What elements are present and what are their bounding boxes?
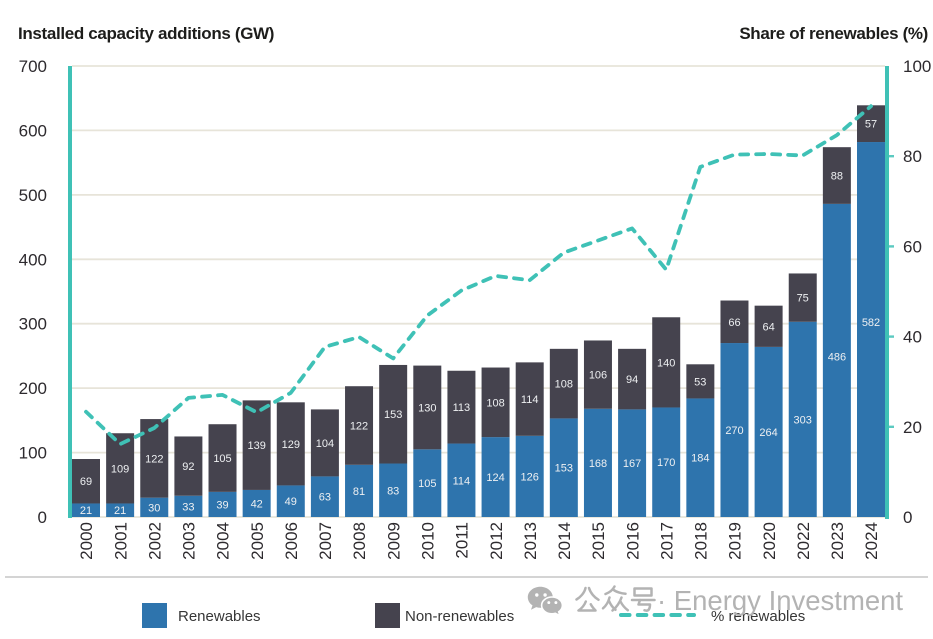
svg-text:92: 92 xyxy=(182,461,194,473)
svg-text:2022: 2022 xyxy=(794,522,813,560)
svg-text:Share of renewables (%): Share of renewables (%) xyxy=(739,24,928,43)
svg-text:100: 100 xyxy=(19,444,47,463)
svg-text:129: 129 xyxy=(282,439,300,451)
svg-text:2011: 2011 xyxy=(453,522,472,559)
svg-text:104: 104 xyxy=(316,438,334,450)
svg-text:2006: 2006 xyxy=(282,522,301,560)
svg-text:0: 0 xyxy=(903,508,912,527)
svg-text:2015: 2015 xyxy=(589,522,608,560)
svg-text:264: 264 xyxy=(759,427,777,439)
svg-text:600: 600 xyxy=(19,121,47,140)
svg-text:2008: 2008 xyxy=(350,522,369,560)
svg-text:63: 63 xyxy=(319,492,331,504)
svg-text:69: 69 xyxy=(80,476,92,488)
svg-text:53: 53 xyxy=(694,376,706,388)
svg-text:168: 168 xyxy=(589,458,607,470)
svg-text:2010: 2010 xyxy=(419,522,438,560)
svg-text:140: 140 xyxy=(657,357,675,369)
svg-text:300: 300 xyxy=(19,315,47,334)
svg-text:2019: 2019 xyxy=(726,522,745,560)
svg-text:184: 184 xyxy=(691,453,709,465)
svg-text:57: 57 xyxy=(865,119,877,131)
svg-text:2013: 2013 xyxy=(521,522,540,560)
svg-text:124: 124 xyxy=(486,472,504,484)
svg-text:2005: 2005 xyxy=(248,522,267,560)
svg-text:2012: 2012 xyxy=(487,522,506,560)
svg-text:105: 105 xyxy=(418,478,436,490)
svg-text:167: 167 xyxy=(623,458,641,470)
svg-text:114: 114 xyxy=(521,394,539,406)
svg-text:66: 66 xyxy=(728,317,740,329)
svg-text:% renewables: % renewables xyxy=(711,608,805,625)
svg-text:139: 139 xyxy=(248,440,266,452)
svg-text:2016: 2016 xyxy=(623,522,642,560)
svg-text:Installed capacity additions (: Installed capacity additions (GW) xyxy=(18,24,274,43)
svg-text:270: 270 xyxy=(725,425,743,437)
svg-text:126: 126 xyxy=(521,471,539,483)
svg-text:20: 20 xyxy=(903,418,922,437)
svg-text:100: 100 xyxy=(903,57,931,76)
svg-text:170: 170 xyxy=(657,457,675,469)
svg-text:2014: 2014 xyxy=(555,522,574,560)
svg-text:108: 108 xyxy=(555,379,573,391)
svg-text:· Energy Investment: · Energy Investment xyxy=(657,585,903,616)
svg-text:122: 122 xyxy=(350,421,368,433)
svg-text:114: 114 xyxy=(453,475,471,487)
svg-text:582: 582 xyxy=(862,317,880,329)
svg-text:108: 108 xyxy=(486,397,504,409)
svg-text:109: 109 xyxy=(111,463,129,475)
svg-text:2018: 2018 xyxy=(692,522,711,560)
svg-text:200: 200 xyxy=(19,379,47,398)
svg-text:2003: 2003 xyxy=(180,522,199,560)
svg-text:0: 0 xyxy=(38,508,47,527)
svg-text:94: 94 xyxy=(626,374,638,386)
svg-text:2020: 2020 xyxy=(760,522,779,560)
svg-text:81: 81 xyxy=(353,486,365,498)
svg-text:700: 700 xyxy=(19,57,47,76)
svg-text:113: 113 xyxy=(453,402,471,414)
svg-text:Non-renewables: Non-renewables xyxy=(405,608,514,625)
svg-text:400: 400 xyxy=(19,250,47,269)
svg-text:42: 42 xyxy=(251,499,263,511)
svg-text:2023: 2023 xyxy=(828,522,847,560)
svg-text:130: 130 xyxy=(418,403,436,415)
svg-text:153: 153 xyxy=(555,463,573,475)
svg-text:500: 500 xyxy=(19,186,47,205)
svg-text:2017: 2017 xyxy=(657,522,676,560)
svg-text:2024: 2024 xyxy=(862,522,881,560)
svg-text:2001: 2001 xyxy=(111,522,130,560)
svg-text:2004: 2004 xyxy=(214,522,233,560)
svg-text:75: 75 xyxy=(797,293,809,305)
svg-text:486: 486 xyxy=(828,352,846,364)
svg-text:122: 122 xyxy=(145,453,163,465)
svg-text:303: 303 xyxy=(794,414,812,426)
svg-text:33: 33 xyxy=(182,501,194,513)
svg-text:83: 83 xyxy=(387,485,399,497)
svg-text:80: 80 xyxy=(903,147,922,166)
svg-text:40: 40 xyxy=(903,328,922,347)
svg-text:2007: 2007 xyxy=(316,522,335,560)
svg-text:30: 30 xyxy=(148,502,160,514)
svg-text:64: 64 xyxy=(762,321,774,333)
svg-text:88: 88 xyxy=(831,171,843,183)
svg-text:106: 106 xyxy=(589,370,607,382)
svg-text:21: 21 xyxy=(114,505,126,517)
svg-text:105: 105 xyxy=(213,453,231,465)
svg-text:2000: 2000 xyxy=(77,522,96,560)
svg-text:Renewables: Renewables xyxy=(178,608,261,625)
svg-text:2009: 2009 xyxy=(384,522,403,560)
svg-text:2002: 2002 xyxy=(146,522,165,560)
svg-text:60: 60 xyxy=(903,237,922,256)
svg-text:153: 153 xyxy=(384,409,402,421)
svg-text:49: 49 xyxy=(285,496,297,508)
svg-text:39: 39 xyxy=(216,499,228,511)
svg-text:21: 21 xyxy=(80,505,92,517)
